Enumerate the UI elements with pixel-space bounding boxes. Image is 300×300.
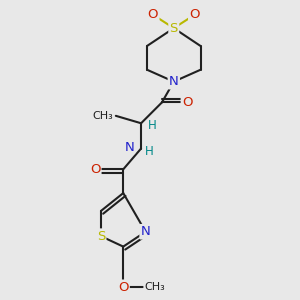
Text: H: H bbox=[148, 119, 156, 132]
Text: O: O bbox=[182, 96, 192, 109]
Text: O: O bbox=[148, 8, 158, 21]
Text: N: N bbox=[169, 75, 179, 88]
Text: CH₃: CH₃ bbox=[144, 282, 165, 292]
Text: O: O bbox=[118, 281, 128, 294]
Text: S: S bbox=[169, 22, 178, 34]
Text: N: N bbox=[141, 225, 150, 238]
Text: S: S bbox=[97, 230, 105, 243]
Text: CH₃: CH₃ bbox=[93, 111, 113, 121]
Text: N: N bbox=[125, 140, 134, 154]
Text: O: O bbox=[189, 8, 200, 21]
Text: O: O bbox=[90, 163, 100, 176]
Text: H: H bbox=[145, 145, 153, 158]
